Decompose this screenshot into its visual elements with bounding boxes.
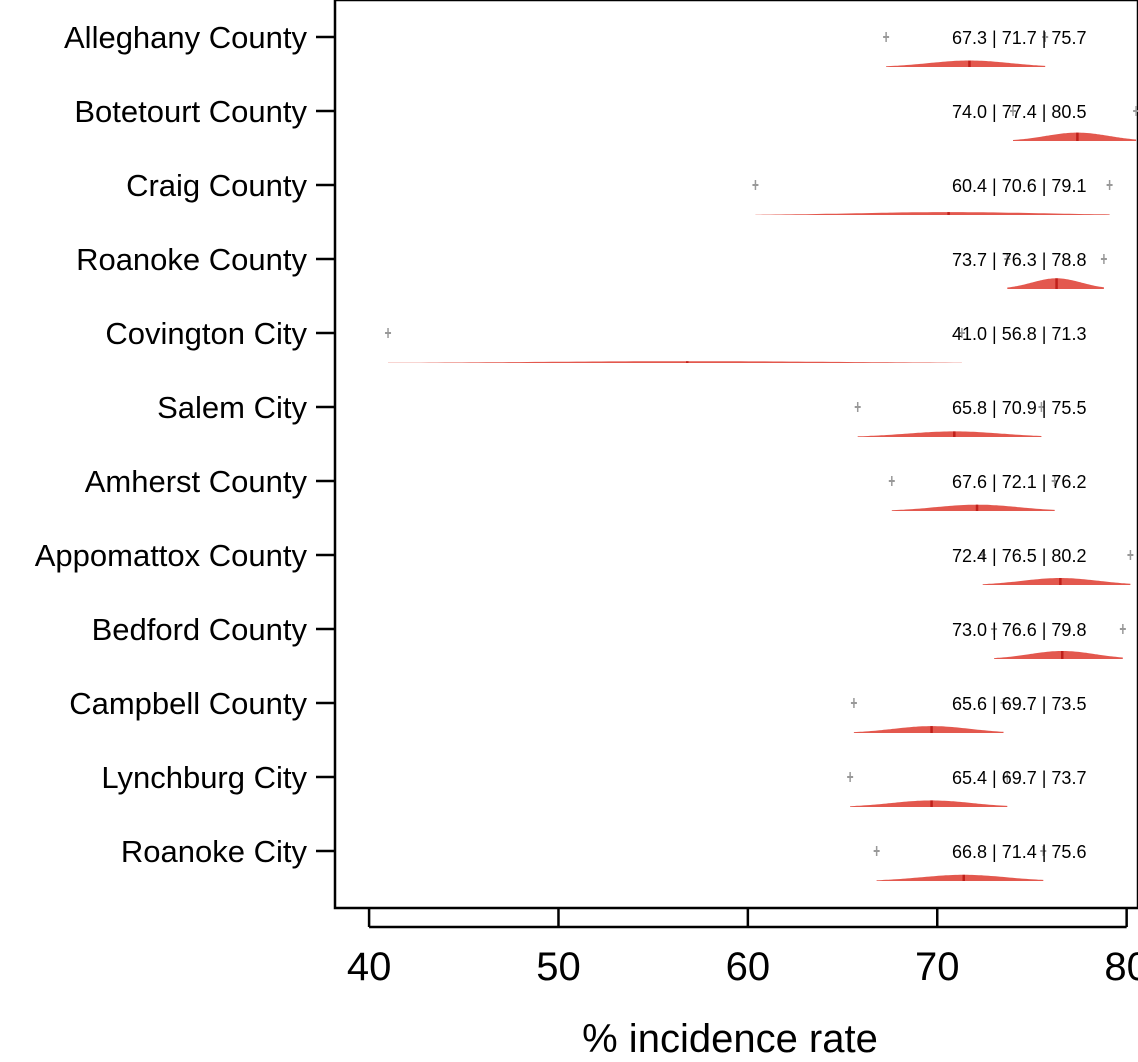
density-shape — [876, 874, 1044, 881]
density-shape — [982, 578, 1131, 585]
interval-label: 41.0 | 56.8 | 71.3 — [952, 324, 1086, 344]
y-tick-label: Roanoke City — [121, 834, 308, 869]
x-tick-label: 80 — [1104, 945, 1138, 989]
x-tick-label: 40 — [347, 945, 392, 989]
interval-label: 60.4 | 70.6 | 79.1 — [952, 176, 1086, 196]
density-shape — [755, 212, 1110, 215]
y-tick-label: Salem City — [157, 390, 307, 425]
y-tick-label: Covington City — [105, 316, 307, 351]
interval-label: 67.3 | 71.7 | 75.7 — [952, 28, 1086, 48]
y-tick-label: Botetourt County — [74, 94, 307, 129]
x-axis-title: % incidence rate — [582, 1017, 878, 1061]
interval-label: 65.6 | 69.7 | 73.5 — [952, 694, 1086, 714]
interval-label: 66.8 | 71.4 | 75.6 — [952, 842, 1086, 862]
density-shape — [891, 504, 1055, 511]
plot-frame — [333, 0, 1138, 910]
density-shape — [857, 431, 1042, 437]
density-shape — [388, 361, 962, 363]
y-tick-label: Lynchburg City — [101, 760, 307, 795]
interval-label: 73.7 | 76.3 | 78.8 — [952, 250, 1086, 270]
y-tick-label: Bedford County — [92, 612, 308, 647]
density-shape — [853, 726, 1004, 733]
density-shape — [1013, 132, 1137, 141]
density-shape — [850, 800, 1008, 807]
x-tick-label: 70 — [915, 945, 960, 989]
y-tick-label: Amherst County — [85, 464, 308, 499]
interval-label: 72.4 | 76.5 | 80.2 — [952, 546, 1086, 566]
chart-marks — [385, 32, 1138, 881]
x-tick-label: 60 — [726, 945, 771, 989]
y-tick-label: Craig County — [126, 168, 307, 203]
interval-label: 65.8 | 70.9 | 75.5 — [952, 398, 1086, 418]
interval-labels: 67.3 | 71.7 | 75.7 74.0 | 77.4 | 80.5 60.4… — [952, 28, 1086, 862]
x-axis: 40 50 60 70 80 — [347, 908, 1138, 989]
y-axis: Alleghany County Botetourt County Craig Co… — [35, 20, 335, 869]
y-tick-label: Campbell County — [69, 686, 307, 721]
density-shape — [886, 60, 1046, 67]
x-tick-label: 50 — [536, 945, 581, 989]
interval-label: 65.4 | 69.7 | 73.7 — [952, 768, 1086, 788]
y-tick-label: Appomattox County — [35, 538, 308, 573]
density-shape — [994, 651, 1123, 659]
y-tick-label: Alleghany County — [64, 20, 307, 55]
interval-label: 67.6 | 72.1 | 76.2 — [952, 472, 1086, 492]
interval-label: 74.0 | 77.4 | 80.5 — [952, 102, 1086, 122]
y-tick-label: Roanoke County — [76, 242, 307, 277]
interval-label: 73.0 | 76.6 | 79.8 — [952, 620, 1086, 640]
